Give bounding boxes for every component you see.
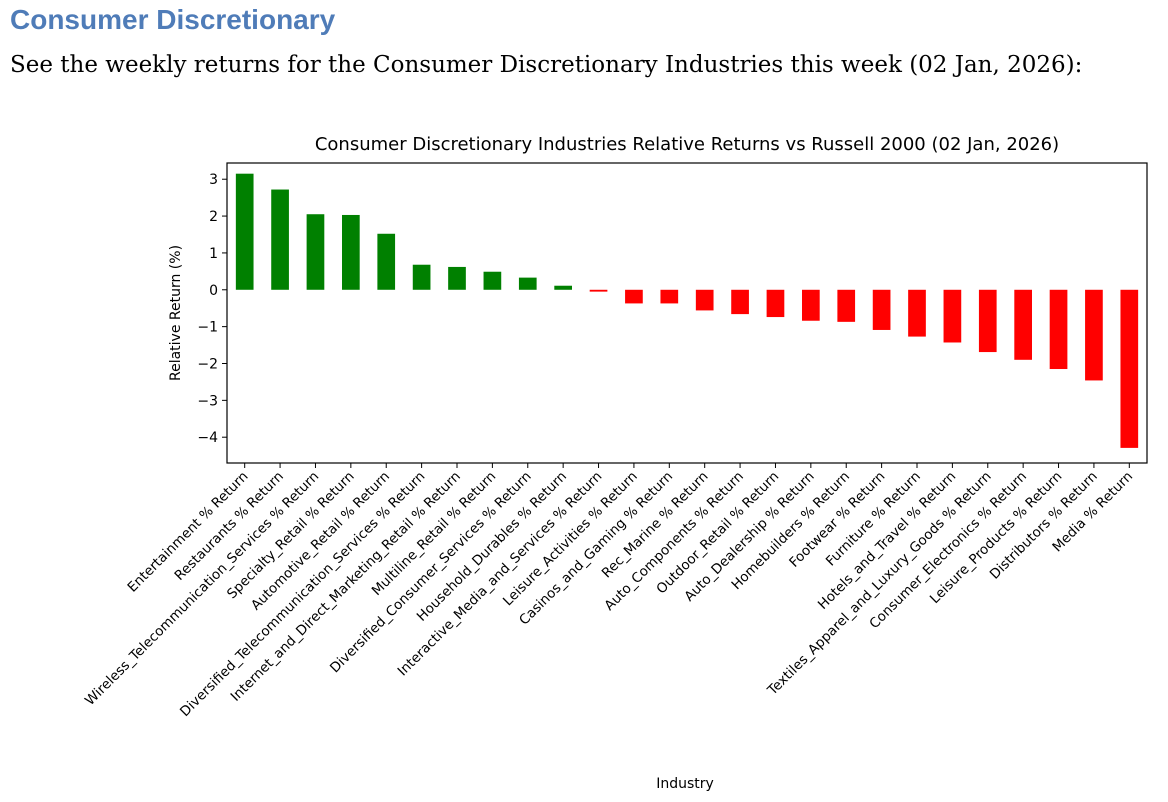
- bar: [695, 289, 714, 311]
- section-heading: Consumer Discretionary: [10, 4, 336, 35]
- intro-text: See the weekly returns for the Consumer …: [10, 52, 1083, 78]
- x-tick-label: Wireless_Telecommunication_Services % Re…: [82, 469, 322, 709]
- bar: [342, 214, 360, 290]
- bar: [837, 289, 856, 322]
- y-tick-label: −3: [197, 393, 218, 409]
- bar: [306, 214, 325, 290]
- bar: [235, 173, 254, 290]
- bar: [589, 289, 608, 292]
- bar: [483, 271, 502, 290]
- bar: [802, 289, 820, 321]
- y-tick-label: 0: [209, 283, 218, 299]
- y-tick-label: 2: [209, 209, 218, 225]
- y-tick-label: −4: [197, 430, 218, 446]
- bar: [731, 289, 749, 315]
- bar: [1014, 289, 1032, 360]
- bar: [377, 233, 396, 290]
- y-tick-label: −2: [197, 356, 218, 372]
- bar: [1120, 289, 1139, 448]
- bar: [943, 289, 962, 343]
- bar: [271, 189, 289, 290]
- bar: [448, 266, 466, 290]
- plot-frame: [226, 162, 1148, 464]
- y-axis-label: Relative Return (%): [168, 245, 184, 381]
- bar: [1049, 289, 1068, 370]
- chart-title: Consumer Discretionary Industries Relati…: [315, 134, 1059, 155]
- bar: [766, 289, 785, 318]
- bar: [625, 289, 643, 304]
- x-axis-label: Industry: [656, 776, 714, 792]
- bar: [554, 285, 572, 290]
- bar: [1085, 289, 1103, 381]
- bar: [872, 289, 891, 330]
- y-tick-label: −1: [197, 320, 218, 336]
- bar: [908, 289, 926, 337]
- bar: [660, 289, 679, 304]
- bar: [978, 289, 997, 353]
- y-tick-label: 1: [209, 246, 218, 262]
- y-tick-label: 3: [209, 172, 218, 188]
- bar: [412, 264, 431, 290]
- bar: [518, 277, 537, 290]
